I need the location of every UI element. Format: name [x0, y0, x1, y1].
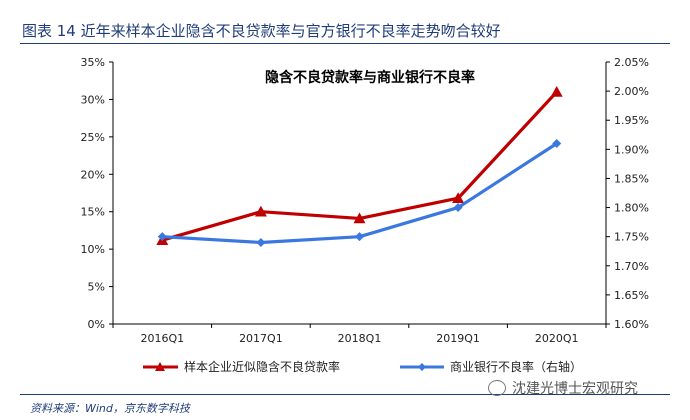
watermark: 沈建光博士宏观研究	[488, 378, 638, 398]
x-tick-label: 2016Q1	[140, 332, 184, 345]
y-left-tick-label: 35%	[81, 56, 105, 69]
y-left-tick-label: 0%	[88, 318, 105, 331]
series-2-point	[453, 203, 463, 213]
series-2-line	[162, 142, 558, 245]
x-tick-label: 2017Q1	[239, 332, 283, 345]
title-divider	[20, 43, 670, 44]
y-right-tick-label: 1.70%	[614, 260, 649, 273]
legend-marker-series-2	[418, 363, 426, 371]
y-left-tick-label: 10%	[81, 243, 105, 256]
series-1-point	[550, 85, 563, 97]
series-1-point	[254, 205, 267, 217]
chart-title: 隐含不良贷款率与商业银行不良率	[265, 69, 475, 86]
y-right-tick-label: 1.90%	[614, 143, 649, 156]
legend-marker-series-1	[155, 362, 165, 371]
y-left-tick-label: 20%	[81, 168, 105, 181]
y-right-tick-label: 1.95%	[614, 114, 649, 127]
series-2-point	[355, 232, 364, 242]
legend-label-series-2: 商业银行不良率（右轴）	[450, 359, 582, 374]
y-left-tick-label: 30%	[81, 93, 105, 106]
wechat-icon	[488, 380, 506, 396]
x-tick-label: 2020Q1	[535, 332, 579, 345]
source-note: 资料来源：Wind，京东数字科技	[30, 402, 190, 415]
figure-title: 图表 14 近年来样本企业隐含不良贷款率与官方银行不良率走势吻合较好	[22, 22, 501, 40]
y-right-tick-label: 1.75%	[614, 231, 649, 244]
y-right-tick-label: 2.00%	[614, 85, 649, 98]
y-right-tick-label: 1.65%	[614, 289, 649, 302]
series-layer	[156, 85, 563, 247]
series-1-point	[353, 212, 366, 224]
axes: 0% 5% 10% 15% 20% 25% 30% 35% 1.60% 1.65% 1.70% 1.7…	[81, 56, 649, 345]
legend: 样本企业近似隐含不良贷款率 商业银行不良率（右轴）	[143, 359, 582, 374]
watermark-text: 沈建光博士宏观研究	[512, 381, 638, 397]
series-1-point	[452, 192, 465, 204]
y-left-tick-label: 15%	[81, 206, 105, 219]
y-right-tick-label: 1.80%	[614, 202, 649, 215]
series-2-point	[256, 237, 266, 247]
legend-label-series-1: 样本企业近似隐含不良贷款率	[184, 359, 340, 374]
y-right-tick-label: 2.05%	[614, 56, 649, 69]
y-left-tick-label: 25%	[81, 131, 105, 144]
x-tick-label: 2019Q1	[436, 332, 480, 345]
y-right-tick-label: 1.85%	[614, 172, 649, 185]
y-left-tick-label: 5%	[88, 281, 105, 294]
x-tick-label: 2018Q1	[338, 332, 382, 345]
source-divider	[20, 394, 670, 395]
series-2-point	[157, 232, 167, 242]
series-2-point	[552, 139, 562, 149]
y-right-tick-label: 1.60%	[614, 318, 649, 331]
